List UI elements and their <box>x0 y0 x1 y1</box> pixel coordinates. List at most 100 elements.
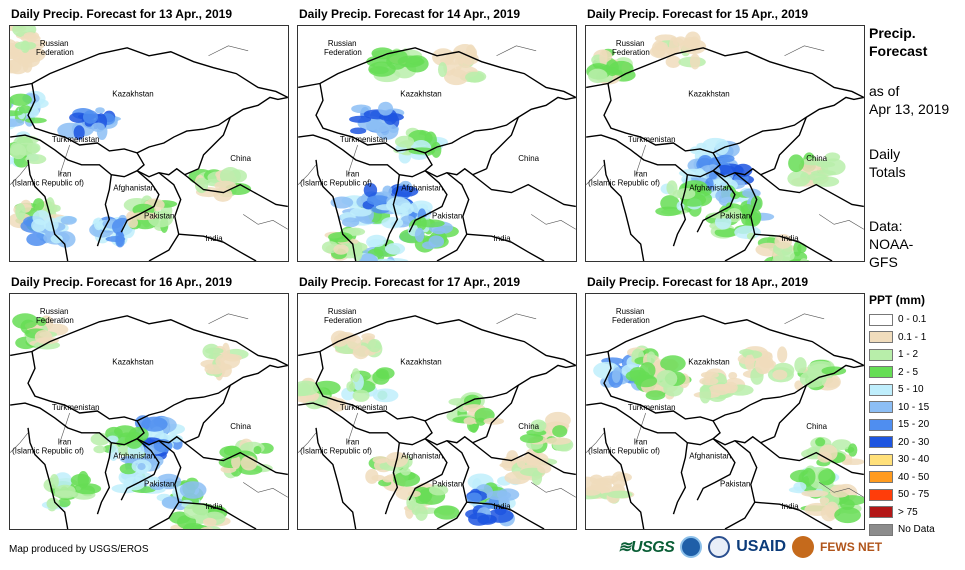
precip-blob <box>70 473 91 487</box>
precip-blob <box>432 227 446 235</box>
precip-blob <box>708 384 731 396</box>
country-border <box>10 134 138 178</box>
precip-blob <box>345 227 366 236</box>
precip-blob <box>141 416 168 432</box>
side-title: Precip. Forecast <box>869 24 927 60</box>
precip-blob <box>350 127 367 135</box>
logo-strip: ≋USGS USAID FEWS NET <box>618 536 882 558</box>
precip-blob <box>73 125 85 140</box>
fews-globe-icon <box>792 536 815 558</box>
country-border <box>711 420 775 446</box>
precip-blob <box>477 514 497 524</box>
country-border <box>298 402 426 446</box>
legend-label: 40 - 50 <box>898 471 930 483</box>
country-border <box>178 233 257 261</box>
legend-title: PPT (mm) <box>869 293 926 307</box>
precip-blob <box>20 40 30 53</box>
precip-blob <box>330 196 354 209</box>
precip-blob <box>728 371 738 380</box>
precip-blob <box>689 146 702 155</box>
country-label-iran1: Iran <box>58 170 72 179</box>
precip-blob <box>589 474 604 484</box>
precip-blob <box>774 234 793 249</box>
minor-border <box>243 482 288 498</box>
precip-blob <box>772 369 788 380</box>
legend-label: 15 - 20 <box>898 419 930 431</box>
country-border <box>27 427 69 529</box>
legend-row: 40 - 50 <box>869 469 935 487</box>
precip-map: Russian Federation Kazakhstan Turkmenistan C… <box>297 293 577 530</box>
country-label-russia1: Russian <box>40 39 69 48</box>
country-border <box>603 159 645 261</box>
country-label-russia1: Russian <box>328 39 357 48</box>
minor-border <box>347 412 358 443</box>
precip-blob <box>463 417 476 425</box>
country-border <box>184 174 288 208</box>
minor-border <box>496 313 537 325</box>
country-border <box>586 315 864 367</box>
precip-blob <box>215 353 241 369</box>
precip-blob <box>448 398 468 406</box>
precip-blob <box>634 374 658 388</box>
precip-blob <box>382 475 394 483</box>
precip-blob <box>375 367 395 380</box>
precip-blob <box>23 32 37 39</box>
precip-blob <box>46 497 60 510</box>
legend-row: 10 - 15 <box>869 399 935 417</box>
minor-border <box>347 144 358 175</box>
legend-swatch <box>869 383 893 396</box>
precip-blob <box>366 195 391 206</box>
precip-blob <box>391 185 419 197</box>
precip-blob <box>443 69 469 86</box>
precip-blob <box>794 357 807 374</box>
precip-blob <box>371 474 385 482</box>
data-source-text: Data: NOAA- GFS <box>869 217 913 271</box>
precip-blob <box>552 425 568 438</box>
legend-label: 1 - 2 <box>898 349 919 361</box>
precip-blob <box>586 487 601 496</box>
precip-blob <box>834 506 862 524</box>
country-label-pakistan: Pakistan <box>432 211 462 220</box>
legend-label: 50 - 75 <box>898 489 930 501</box>
precip-blob <box>34 329 53 344</box>
country-label-china: China <box>518 154 539 163</box>
country-label-iran1: Iran <box>634 170 648 179</box>
usgs-logo: ≋USGS <box>618 539 675 556</box>
precip-blob <box>333 244 349 255</box>
precip-blob <box>428 235 445 248</box>
precip-blob <box>759 356 774 368</box>
precip-blob <box>130 212 158 221</box>
precip-blob <box>465 71 485 83</box>
precip-blob <box>394 135 415 148</box>
country-label-china: China <box>806 422 827 431</box>
precip-blob <box>655 206 682 217</box>
country-label-india: India <box>494 502 512 511</box>
country-border <box>120 170 160 233</box>
country-border <box>148 172 182 261</box>
minor-border <box>586 432 605 453</box>
precip-blob <box>676 187 696 200</box>
country-border <box>603 83 864 154</box>
precip-blob <box>607 490 633 499</box>
country-label-turkmenistan: Turkmenistan <box>52 403 100 412</box>
country-border <box>10 402 138 446</box>
country-border <box>472 174 576 208</box>
precip-blob <box>10 118 25 127</box>
precip-blob <box>163 478 177 486</box>
country-border <box>760 174 864 208</box>
precip-blob <box>91 122 105 133</box>
country-label-turkmenistan: Turkmenistan <box>340 403 388 412</box>
precip-blob <box>352 389 370 402</box>
precip-blob <box>183 502 209 519</box>
precip-blob <box>787 170 811 187</box>
legend-label: 5 - 10 <box>898 384 924 396</box>
precip-blob <box>351 104 372 114</box>
precip-blob <box>378 101 394 116</box>
precip-blob <box>788 154 805 173</box>
precip-blob <box>747 208 762 226</box>
precip-blob <box>352 345 369 360</box>
precip-blob <box>368 61 396 77</box>
precip-blob <box>666 180 678 196</box>
legend-swatch <box>869 348 893 361</box>
